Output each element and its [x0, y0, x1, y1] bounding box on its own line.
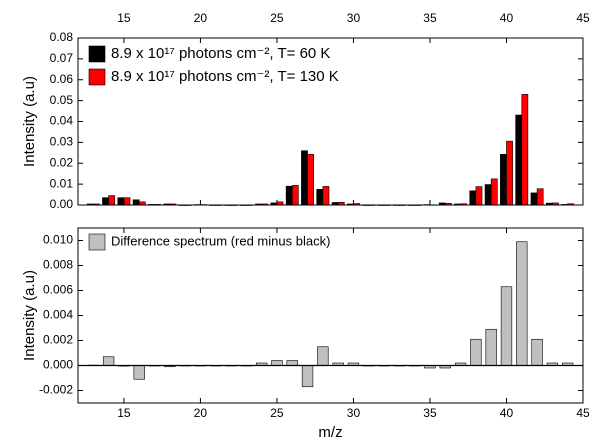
- bar: [469, 190, 477, 206]
- x-tick-label: 20: [194, 11, 208, 25]
- bar: [301, 365, 314, 388]
- y-tick-label: 0.07: [50, 51, 74, 65]
- legend-label: Difference spectrum (red minus black): [111, 233, 330, 248]
- y-tick-label: 0.010: [43, 233, 73, 247]
- x-tick-label: 40: [500, 11, 514, 25]
- bar: [301, 150, 308, 206]
- x-tick-label: 15: [117, 406, 131, 420]
- x-axis-label: m/z: [318, 424, 342, 441]
- x-tick-label: 35: [423, 406, 437, 420]
- bar: [515, 114, 523, 206]
- bar: [536, 188, 544, 206]
- bar: [322, 186, 330, 206]
- bar: [500, 286, 513, 366]
- bar: [530, 192, 538, 206]
- legend-label: 8.9 x 10¹⁷ photons cm⁻², T= 60 K: [111, 45, 330, 62]
- legend-label: 8.9 x 10¹⁷ photons cm⁻², T= 130 K: [111, 68, 339, 85]
- y-tick-label: 0.08: [50, 30, 74, 44]
- legend-swatch: [88, 68, 106, 86]
- y-tick-label: 0.00: [50, 197, 74, 211]
- x-tick-label: 30: [347, 406, 361, 420]
- bar: [117, 197, 125, 206]
- bar: [307, 153, 314, 206]
- x-tick-label: 25: [270, 11, 284, 25]
- y-tick-label: 0.006: [43, 283, 73, 297]
- bar: [531, 338, 543, 366]
- bar: [521, 94, 529, 206]
- legend-swatch: [88, 233, 106, 251]
- bar: [484, 184, 492, 206]
- bar: [316, 189, 324, 206]
- bar: [516, 241, 528, 366]
- bar: [506, 140, 513, 206]
- x-tick-label: 45: [576, 11, 590, 25]
- y-tick-label: 0.002: [43, 333, 73, 347]
- x-tick-label: 25: [270, 406, 284, 420]
- x-tick-label: 20: [194, 406, 208, 420]
- y-axis-label: Intensity (a.u): [21, 76, 38, 167]
- y-tick-label: 0.004: [43, 308, 73, 322]
- y-tick-label: 0.01: [50, 176, 74, 190]
- x-tick-label: 30: [347, 11, 361, 25]
- bar: [285, 185, 293, 206]
- bar: [133, 365, 145, 380]
- y-tick-label: 0.05: [50, 93, 74, 107]
- bar: [490, 178, 498, 206]
- bar: [317, 346, 329, 366]
- bar: [470, 338, 482, 366]
- bar: [271, 360, 283, 366]
- bar: [286, 360, 298, 366]
- legend-swatch: [88, 45, 106, 63]
- bar: [291, 185, 299, 206]
- x-tick-label: 45: [576, 406, 590, 420]
- y-axis-label: Intensity (a.u): [21, 270, 38, 361]
- bar: [108, 195, 116, 206]
- bar: [132, 199, 140, 206]
- y-tick-label: 0.04: [50, 114, 74, 128]
- bar: [102, 356, 115, 366]
- x-tick-label: 15: [117, 11, 131, 25]
- y-tick-label: -0.002: [39, 383, 73, 397]
- y-tick-label: 0.03: [50, 135, 74, 149]
- y-tick-label: 0.008: [43, 258, 73, 272]
- y-tick-label: 0.000: [43, 358, 73, 372]
- y-tick-label: 0.06: [50, 72, 74, 86]
- bar: [475, 186, 483, 206]
- x-tick-label: 40: [500, 406, 514, 420]
- bar: [485, 328, 497, 366]
- bar: [102, 197, 109, 206]
- bar: [500, 153, 507, 206]
- bar: [123, 197, 131, 206]
- x-tick-label: 35: [423, 11, 437, 25]
- y-tick-label: 0.02: [50, 155, 74, 169]
